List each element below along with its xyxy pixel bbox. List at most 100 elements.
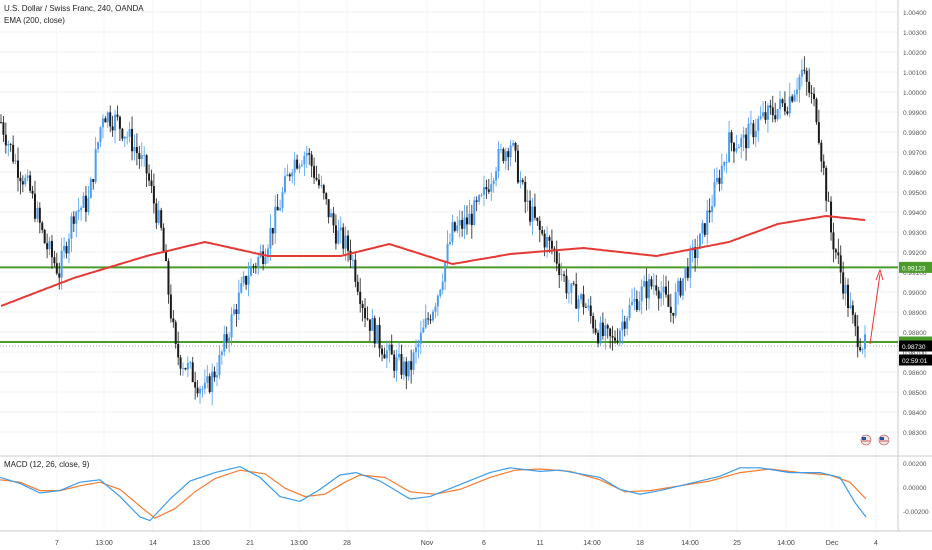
candle-body (749, 123, 752, 125)
projection-arrow[interactable] (869, 268, 884, 345)
candle-body (548, 237, 551, 241)
candle-body (514, 143, 517, 151)
candle-body (169, 294, 172, 319)
candle-body (121, 128, 124, 139)
candle-body (512, 143, 515, 146)
candle-body (303, 155, 306, 165)
candle-body (182, 368, 185, 369)
candle-body (172, 318, 175, 323)
price-tick-label: 1.00100 (903, 70, 927, 77)
candle-body (101, 118, 104, 128)
candle-body (12, 144, 15, 162)
price-axis[interactable]: 1.005001.004001.003001.002001.001001.000… (899, 0, 932, 516)
candle-body (322, 185, 325, 194)
candle-body (529, 200, 532, 222)
candle-body (262, 251, 265, 264)
candle-body (216, 375, 218, 378)
price-tag (899, 261, 932, 273)
candle-body (145, 155, 148, 174)
candle-body (747, 123, 750, 149)
price-tag (899, 340, 932, 352)
price-tick-label: 1.00300 (903, 30, 927, 37)
candle-body (439, 289, 442, 296)
candle-body (791, 96, 794, 102)
candle-body (810, 92, 813, 94)
candle-body (298, 165, 301, 169)
horizontal-levels[interactable] (0, 266, 898, 347)
candle-body (356, 281, 359, 292)
candle-body (834, 249, 837, 253)
candle-body (65, 246, 68, 254)
candle-body (152, 186, 155, 204)
candle-body (223, 334, 226, 352)
candle-body (383, 354, 386, 359)
candle-body (681, 278, 684, 296)
candle-body (754, 131, 757, 138)
candle-body (235, 309, 238, 314)
candle-body (813, 93, 816, 99)
candle-body (310, 154, 313, 167)
candle-body (344, 235, 347, 249)
candle-body (825, 168, 828, 201)
candle-body (165, 251, 168, 261)
price-tick-label: 0.99500 (903, 190, 927, 197)
price-tick-label: 0.99400 (903, 210, 927, 217)
candle-body (359, 291, 362, 304)
candle-body (104, 118, 107, 123)
candle-body (856, 326, 859, 348)
time-tick-label: 11 (536, 540, 543, 547)
candle-body (67, 238, 70, 254)
candle-body (575, 284, 578, 309)
candle-body (378, 325, 381, 349)
candle-body (847, 284, 850, 308)
candle-body (541, 230, 544, 234)
event-flags[interactable] (860, 434, 890, 446)
candle-body (592, 316, 595, 329)
candle-body (711, 206, 714, 213)
candle-body (861, 349, 864, 351)
candle-body (582, 294, 585, 307)
candle-body (684, 267, 687, 279)
candle-body (55, 263, 58, 274)
candle-body (429, 319, 432, 321)
candle-body (550, 240, 553, 249)
candle-body (167, 261, 170, 295)
candle-body (572, 283, 575, 285)
candle-body (143, 155, 146, 156)
symbol-title: U.S. Dollar / Swiss Franc, 240, OANDA (4, 4, 144, 13)
candle-body (725, 162, 728, 163)
candle-body (441, 281, 444, 290)
candle-body (21, 181, 24, 185)
candle-body (715, 177, 718, 182)
time-tick-label: 25 (733, 540, 741, 547)
candle-body (560, 274, 563, 276)
candle-body (252, 266, 255, 267)
candle-body (859, 347, 862, 351)
candle-body (499, 149, 502, 150)
candle-body (254, 266, 257, 267)
candle-body (140, 155, 143, 159)
candle-body (60, 250, 63, 278)
candle-body (434, 306, 437, 312)
candle-body (497, 149, 500, 172)
price-tick-label: 0.98800 (903, 330, 927, 337)
candle-body (674, 292, 677, 316)
candle-body (283, 176, 286, 193)
candle-body (723, 162, 726, 166)
candle-body (577, 299, 580, 309)
candle-body (487, 189, 490, 192)
candle-body (271, 228, 274, 234)
candle-body (686, 267, 689, 278)
macd-line (0, 465, 867, 522)
candle-body (633, 299, 636, 302)
candle-body (604, 325, 607, 336)
time-axis[interactable]: 7 13:00 14 13:00 21 13:00 28 Nov 6 11 14:00 18 14:00… (55, 540, 878, 547)
candle-body (594, 328, 597, 333)
candle-body (735, 148, 738, 152)
price-tick-label: 0.99300 (903, 230, 927, 237)
candle-body (228, 337, 231, 341)
ema-200-line (0, 214, 866, 307)
candle-body (189, 362, 192, 364)
candle-body (589, 305, 592, 316)
